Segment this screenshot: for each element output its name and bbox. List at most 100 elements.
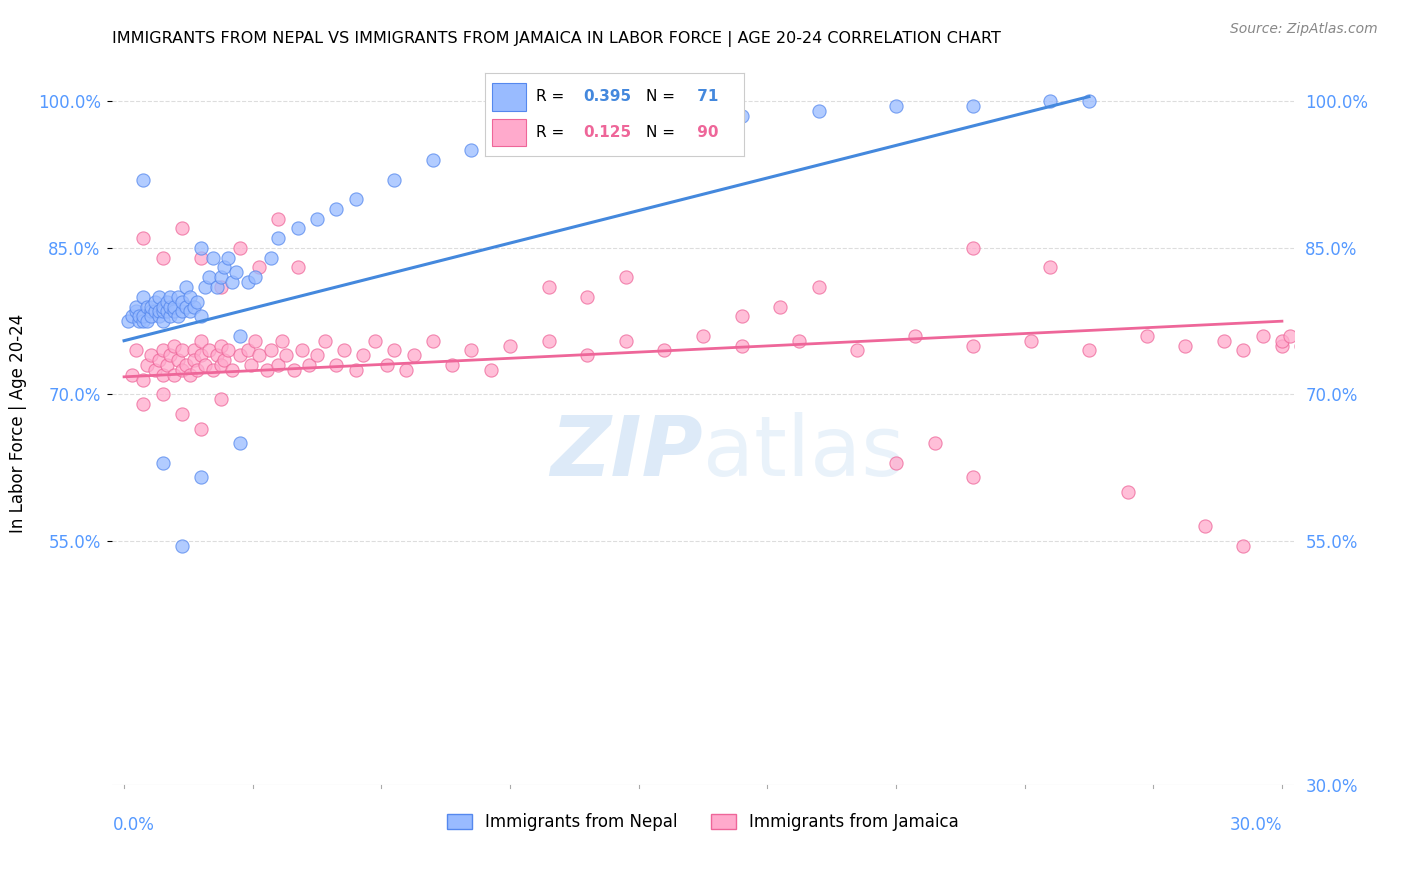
Point xyxy=(155,304,177,318)
Point xyxy=(333,343,356,358)
Point xyxy=(314,334,336,348)
Point xyxy=(441,358,464,372)
Point xyxy=(217,343,239,358)
Point xyxy=(179,304,201,318)
Point xyxy=(614,334,637,348)
Point xyxy=(479,363,502,377)
Point xyxy=(499,134,522,148)
Point xyxy=(1078,343,1101,358)
Point xyxy=(201,251,224,265)
Point xyxy=(143,304,166,318)
Point xyxy=(260,343,283,358)
Point xyxy=(576,348,599,362)
Point xyxy=(132,310,155,324)
Point xyxy=(136,358,159,372)
Point xyxy=(614,270,637,285)
Point xyxy=(143,363,166,377)
Point xyxy=(183,353,205,368)
Point xyxy=(1039,95,1062,109)
Point xyxy=(298,358,321,372)
Point xyxy=(221,275,243,289)
Point xyxy=(382,172,405,186)
Point xyxy=(229,328,252,343)
Point xyxy=(247,348,270,362)
Point xyxy=(245,334,267,348)
Point xyxy=(422,334,444,348)
Point xyxy=(1232,539,1254,553)
Point xyxy=(499,338,522,352)
Point xyxy=(325,358,347,372)
Point xyxy=(121,310,143,324)
Point xyxy=(136,314,159,328)
Point xyxy=(229,348,252,362)
Point xyxy=(190,251,212,265)
Point xyxy=(267,358,290,372)
Point xyxy=(159,300,181,314)
Point xyxy=(167,310,190,324)
Point xyxy=(260,251,283,265)
Point xyxy=(576,124,599,138)
Point xyxy=(190,348,212,362)
Point xyxy=(159,348,181,362)
Point xyxy=(128,314,150,328)
Point xyxy=(155,294,177,309)
Point xyxy=(654,343,676,358)
Point xyxy=(148,290,170,304)
Point xyxy=(194,280,217,294)
Point xyxy=(245,270,267,285)
Point xyxy=(183,343,205,358)
Point xyxy=(155,358,177,372)
Point xyxy=(247,260,270,275)
Point xyxy=(807,104,830,119)
Point xyxy=(209,358,232,372)
Point xyxy=(170,407,193,421)
Point xyxy=(1309,553,1331,567)
Point xyxy=(1386,592,1406,607)
Point xyxy=(190,334,212,348)
Point xyxy=(884,99,907,113)
Point xyxy=(163,368,186,382)
Point xyxy=(139,304,162,318)
Point xyxy=(1271,334,1294,348)
Point xyxy=(124,300,146,314)
Point xyxy=(152,343,174,358)
Point xyxy=(229,436,252,450)
Point xyxy=(789,334,811,348)
Point xyxy=(128,310,150,324)
Point xyxy=(924,436,946,450)
Point xyxy=(159,290,181,304)
Point xyxy=(163,300,186,314)
Point xyxy=(225,265,247,279)
Point xyxy=(962,99,984,113)
Point xyxy=(170,539,193,553)
Point xyxy=(170,304,193,318)
Point xyxy=(769,300,792,314)
Point xyxy=(183,300,205,314)
Point xyxy=(148,310,170,324)
Point xyxy=(152,251,174,265)
Point xyxy=(846,343,869,358)
Point xyxy=(267,231,290,245)
Point xyxy=(537,334,560,348)
Point xyxy=(1136,328,1159,343)
Point xyxy=(139,300,162,314)
Point xyxy=(124,304,146,318)
Point xyxy=(214,260,236,275)
Point xyxy=(962,470,984,484)
Point xyxy=(654,114,676,128)
Legend: Immigrants from Nepal, Immigrants from Jamaica: Immigrants from Nepal, Immigrants from J… xyxy=(440,806,966,838)
Point xyxy=(1078,95,1101,109)
Point xyxy=(382,343,405,358)
Point xyxy=(375,358,398,372)
Point xyxy=(214,353,236,368)
Point xyxy=(1278,328,1301,343)
Text: atlas: atlas xyxy=(703,412,904,493)
Point xyxy=(205,348,228,362)
Point xyxy=(217,251,239,265)
Point xyxy=(190,470,212,484)
Point xyxy=(163,338,186,352)
Point xyxy=(198,343,221,358)
Point xyxy=(287,260,309,275)
Text: 30.0%: 30.0% xyxy=(1229,816,1282,834)
Point xyxy=(576,290,599,304)
